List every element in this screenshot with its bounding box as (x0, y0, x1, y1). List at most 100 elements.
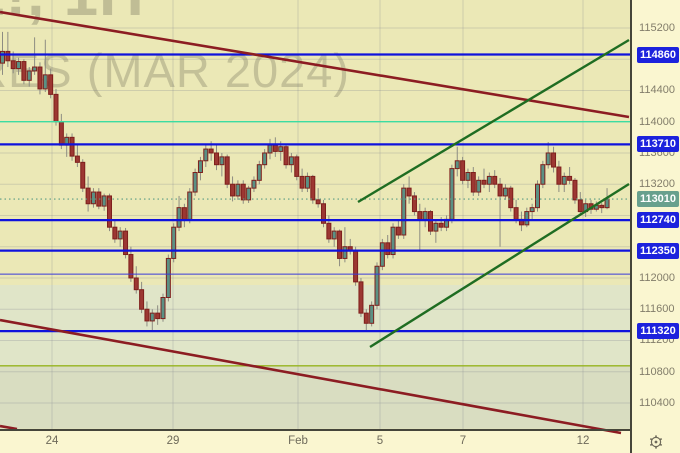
time-axis[interactable] (0, 431, 630, 453)
trendlines (0, 10, 630, 435)
price-tick-label: 114400 (639, 84, 675, 97)
candle-bearish (155, 312, 161, 320)
candle-bullish (235, 183, 241, 197)
candle-bearish (144, 308, 150, 322)
candle-bearish (107, 195, 112, 228)
candle-bearish (337, 230, 343, 259)
candle-bearish (10, 60, 16, 70)
candle-bullish (32, 66, 38, 72)
candle-bullish (176, 207, 182, 228)
axis-settings-gear-icon[interactable] (647, 434, 665, 450)
candle-bullish (369, 304, 375, 324)
candle-bullish (117, 230, 123, 240)
candle-bearish (599, 204, 605, 209)
candle-bullish (197, 160, 203, 173)
candle-bearish (299, 175, 305, 189)
candle-bullish (165, 257, 171, 298)
candle-bullish (160, 297, 166, 320)
time-tick-label: 29 (166, 435, 180, 447)
candle-bearish (69, 136, 75, 157)
candle-bearish (214, 152, 219, 166)
price-tick-label: 111600 (639, 303, 675, 316)
candle-bullish (246, 187, 252, 201)
time-tick-label: 12 (576, 435, 590, 447)
candle-bearish (395, 226, 401, 236)
candle-bullish (192, 172, 198, 193)
candlestick-series (0, 31, 610, 331)
candle-bullish (374, 265, 380, 306)
candle-bullish (379, 242, 385, 267)
candle-bullish (219, 156, 225, 166)
candle-bearish (438, 222, 444, 228)
candle-bullish (42, 74, 48, 90)
price-level-badge: 114860 (637, 46, 679, 63)
descending-channel-outer (0, 424, 18, 431)
candle-bullish (256, 164, 262, 181)
candle-bullish (604, 198, 610, 209)
candle-bullish (476, 179, 482, 193)
candle-bullish (561, 175, 567, 185)
candle-bullish (278, 146, 284, 152)
candle-bullish (422, 211, 428, 220)
candle-bearish (272, 144, 278, 152)
candle-bullish (16, 61, 22, 70)
candle-bullish (449, 168, 455, 220)
ascending-channel-lower (369, 182, 630, 349)
candle-bearish (358, 281, 364, 314)
price-tick-label: 114000 (639, 115, 675, 128)
candle-bullish (390, 226, 396, 256)
candle-bearish (37, 66, 43, 90)
time-tick-label: 24 (45, 435, 59, 447)
candle-bearish (96, 191, 102, 207)
candle-bullish (331, 230, 337, 240)
price-tick-label: 115200 (639, 21, 675, 34)
candle-bearish (230, 183, 236, 197)
descending-channel-lower (0, 318, 622, 435)
candle-bullish (251, 179, 257, 189)
candle-bearish (326, 222, 332, 240)
candle-bearish (417, 211, 423, 220)
candle-bearish (58, 121, 64, 146)
price-tick-label: 113200 (639, 178, 675, 191)
candle-bearish (208, 148, 214, 154)
candle-bearish (411, 195, 417, 213)
candle-bearish (21, 61, 27, 81)
price-level-badge: 113710 (637, 136, 679, 153)
watermark-contract-name: RES (MAR 2024) (0, 44, 351, 97)
background-zone (0, 285, 630, 367)
candle-bullish (454, 160, 460, 170)
candle-bearish (481, 179, 487, 185)
candle-bearish (53, 93, 59, 123)
candle-bearish (577, 199, 583, 213)
candle-bullish (262, 152, 268, 166)
price-tick-label: 110400 (639, 396, 675, 409)
candle-bullish (304, 175, 310, 189)
horizontal-levels (0, 53, 630, 367)
price-tick-label: 110800 (639, 365, 675, 378)
price-tick-label: 112000 (639, 271, 675, 284)
candle-bearish (460, 160, 466, 181)
candle-bullish (486, 175, 492, 185)
candle-bearish (74, 155, 80, 163)
price-level-badge: 112350 (637, 242, 679, 259)
candle-bearish (363, 312, 369, 324)
descending-channel-upper (0, 10, 630, 119)
candle-bullish (502, 187, 508, 197)
candle-bearish (567, 175, 573, 181)
candle-bullish (203, 148, 209, 162)
candle-bullish (26, 70, 32, 81)
candle-bearish (85, 187, 91, 205)
candle-bullish (90, 191, 96, 205)
candle-bearish (492, 175, 498, 185)
candle-bullish (535, 183, 540, 209)
time-tick-label: Feb (288, 435, 308, 447)
candle-bullish (540, 164, 546, 185)
chart-pane[interactable]: 1!, 1H RES (MAR 2024) (0, 0, 630, 429)
candle-bearish (508, 187, 514, 209)
background-zone (0, 366, 630, 429)
candle-bullish (433, 222, 439, 232)
candle-bearish (80, 161, 86, 189)
candle-bullish (187, 191, 193, 220)
